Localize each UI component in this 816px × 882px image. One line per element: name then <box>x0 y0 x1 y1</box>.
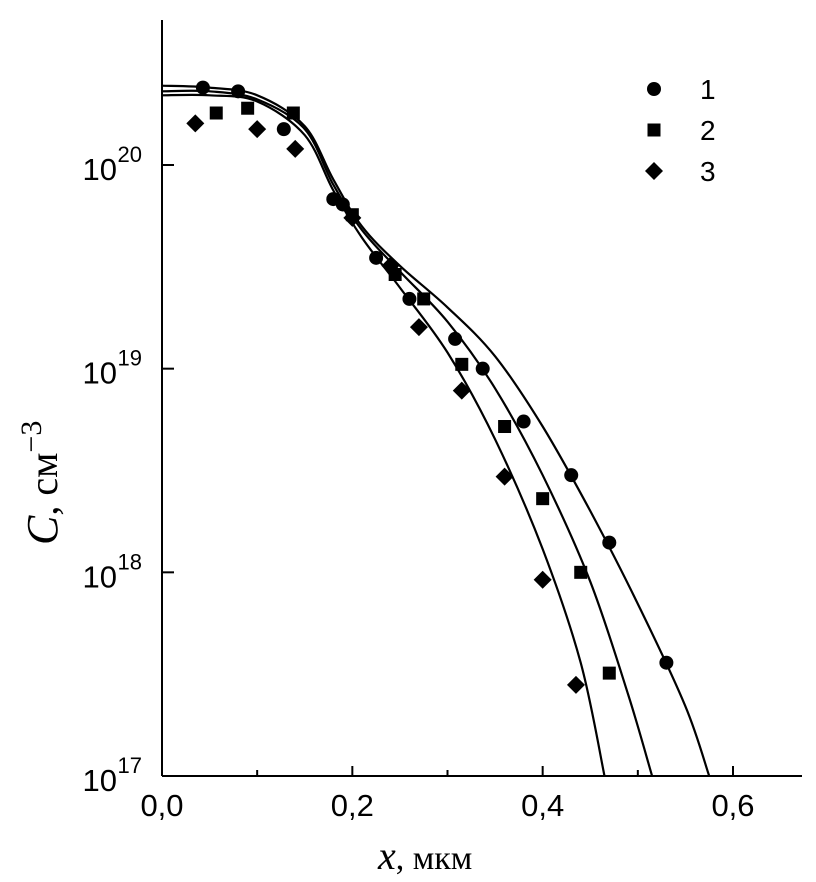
y-tick-exponent: 18 <box>118 549 142 574</box>
x-tick-label: 0,2 <box>331 788 374 823</box>
data-point-series-2 <box>536 492 550 506</box>
x-axis-title: x, мкм <box>377 833 472 878</box>
x-axis-ticks: 0,0 0,2 0,4 0,6 <box>140 766 755 823</box>
data-point-series-1 <box>564 468 579 483</box>
fit-curve-series-3 <box>161 93 606 777</box>
y-tick-label: 10 <box>83 559 117 594</box>
data-point-series-3 <box>452 381 471 400</box>
legend-marker-series-1 <box>647 82 661 96</box>
plot-area <box>161 20 802 777</box>
x-tick-label: 0,0 <box>140 788 183 823</box>
fit-curve-series-2 <box>161 89 654 777</box>
data-point-series-1 <box>475 361 490 376</box>
data-point-series-1 <box>335 197 350 212</box>
data-point-series-2 <box>602 666 616 680</box>
x-tick-label: 0,6 <box>711 788 754 823</box>
data-point-series-1 <box>231 84 246 99</box>
y-tick-exponent: 20 <box>118 142 142 167</box>
data-point-series-1 <box>195 80 210 95</box>
fit-curves <box>161 84 711 777</box>
data-point-series-3 <box>286 139 305 158</box>
data-point-series-2 <box>209 106 223 120</box>
data-point-series-1 <box>448 331 463 346</box>
data-point-series-1 <box>659 655 674 670</box>
data-point-series-2 <box>417 292 431 306</box>
data-point-series-3 <box>566 675 585 694</box>
data-point-series-3 <box>248 120 267 139</box>
data-point-series-1 <box>516 414 531 429</box>
data-point-series-1 <box>276 122 291 137</box>
x-tick-label: 0,4 <box>521 788 564 823</box>
data-point-series-2 <box>574 565 588 579</box>
data-point-series-1 <box>369 250 384 265</box>
data-point-series-2 <box>498 420 512 434</box>
y-tick-label: 10 <box>83 152 117 187</box>
data-point-series-3 <box>343 208 362 227</box>
y-axis-variable: C <box>18 515 67 545</box>
legend-label-series-1: 1 <box>700 74 716 105</box>
data-point-series-3 <box>533 570 552 589</box>
legend-marker-series-3 <box>645 162 663 180</box>
legend-label-series-3: 3 <box>700 156 716 187</box>
y-tick-exponent: 19 <box>118 346 142 371</box>
data-point-series-3 <box>381 256 400 275</box>
data-point-series-2 <box>286 106 300 120</box>
fit-curve-series-1 <box>161 84 711 777</box>
data-point-series-3 <box>186 114 205 133</box>
y-axis-unit: , см <box>21 453 66 516</box>
data-point-series-2 <box>241 101 255 115</box>
data-point-series-1 <box>602 535 617 550</box>
data-point-series-2 <box>455 357 469 371</box>
data-point-series-1 <box>402 291 417 306</box>
y-tick-exponent: 17 <box>118 753 142 778</box>
y-tick-label: 10 <box>83 356 117 391</box>
y-tick-label: 10 <box>83 763 117 798</box>
x-axis-unit: , мкм <box>396 840 473 877</box>
legend-marker-series-2 <box>647 123 661 137</box>
data-point-series-3 <box>409 318 428 337</box>
x-axis-variable: x <box>377 833 396 878</box>
legend-label-series-2: 2 <box>700 115 716 146</box>
data-point-series-3 <box>495 467 514 486</box>
data-markers <box>186 80 674 694</box>
y-axis-title: C, см−3 <box>15 421 67 545</box>
axis-titles: x, мкм C, см−3 <box>15 421 472 878</box>
y-axis-unit-exponent: −3 <box>15 421 48 453</box>
legend: 1 2 3 <box>645 74 716 187</box>
